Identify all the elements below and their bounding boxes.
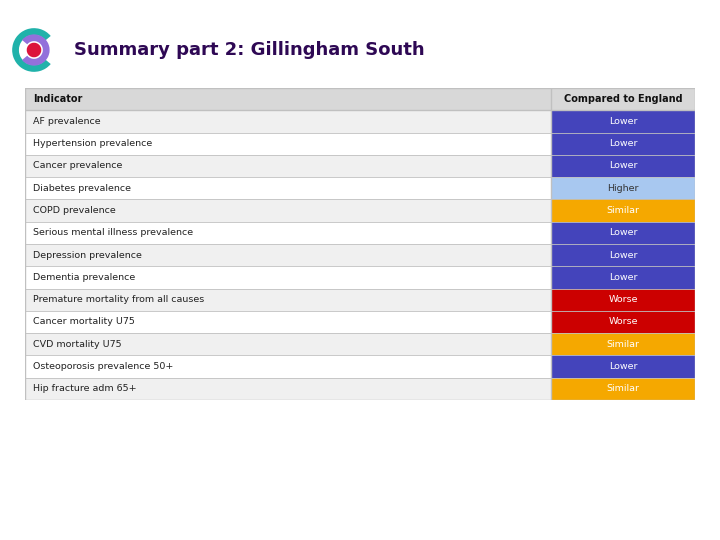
Bar — [551, 177, 695, 199]
Bar — [25, 199, 551, 222]
Text: Similar: Similar — [606, 340, 639, 349]
Text: Lower: Lower — [608, 251, 637, 260]
Text: AF prevalence: AF prevalence — [33, 117, 101, 126]
Bar — [25, 311, 551, 333]
Bar — [25, 244, 551, 266]
Text: Lower: Lower — [608, 161, 637, 171]
Text: Indicator: Indicator — [33, 94, 82, 104]
Bar — [25, 377, 551, 400]
Text: Similar: Similar — [606, 384, 639, 393]
Text: Diabetes prevalence: Diabetes prevalence — [33, 184, 131, 193]
Bar — [551, 155, 695, 177]
Text: Premature mortality from all causes: Premature mortality from all causes — [33, 295, 204, 304]
Bar — [551, 110, 695, 133]
Bar — [551, 133, 695, 155]
Bar — [551, 266, 695, 288]
Bar — [551, 222, 695, 244]
Bar — [551, 288, 695, 311]
Wedge shape — [12, 28, 50, 72]
Text: Lower: Lower — [608, 362, 637, 371]
Wedge shape — [22, 35, 50, 65]
Text: Lower: Lower — [608, 139, 637, 148]
Text: COPD prevalence: COPD prevalence — [33, 206, 116, 215]
Bar — [25, 110, 551, 133]
Text: Similar: Similar — [606, 206, 639, 215]
Text: Osteoporosis prevalence 50+: Osteoporosis prevalence 50+ — [33, 362, 174, 371]
Bar — [25, 266, 551, 288]
Text: Compared to England: Compared to England — [564, 94, 683, 104]
Bar — [25, 288, 551, 311]
Bar — [551, 377, 695, 400]
Text: Dementia prevalence: Dementia prevalence — [33, 273, 135, 282]
Text: Summary part 2: Gillingham South: Summary part 2: Gillingham South — [74, 41, 425, 59]
Bar — [25, 333, 551, 355]
Bar — [25, 177, 551, 199]
Bar — [551, 311, 695, 333]
Text: Worse: Worse — [608, 295, 638, 304]
Text: Hip fracture adm 65+: Hip fracture adm 65+ — [33, 384, 137, 393]
Bar — [25, 222, 551, 244]
Wedge shape — [27, 43, 41, 57]
Bar — [25, 155, 551, 177]
Bar — [551, 199, 695, 222]
Bar — [25, 88, 695, 110]
Text: Depression prevalence: Depression prevalence — [33, 251, 142, 260]
Text: Serious mental illness prevalence: Serious mental illness prevalence — [33, 228, 193, 238]
Bar — [551, 355, 695, 377]
Text: Lower: Lower — [608, 273, 637, 282]
Text: Cancer prevalence: Cancer prevalence — [33, 161, 122, 171]
Bar — [551, 333, 695, 355]
Text: Hypertension prevalence: Hypertension prevalence — [33, 139, 153, 148]
Text: 2: 2 — [9, 5, 18, 18]
Bar — [25, 133, 551, 155]
Text: CVD mortality U75: CVD mortality U75 — [33, 340, 122, 349]
Text: Cancer mortality U75: Cancer mortality U75 — [33, 318, 135, 327]
Text: Worse: Worse — [608, 318, 638, 327]
Bar — [25, 355, 551, 377]
Text: Lower: Lower — [608, 117, 637, 126]
Text: Lower: Lower — [608, 228, 637, 238]
Text: Higher: Higher — [607, 184, 639, 193]
Bar — [551, 244, 695, 266]
